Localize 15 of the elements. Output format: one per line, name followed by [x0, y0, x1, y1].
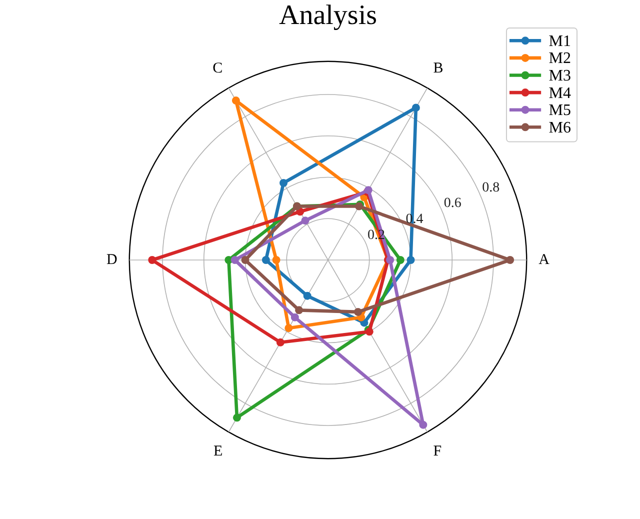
spoke-label: D [106, 252, 118, 268]
spoke-label: E [214, 443, 223, 460]
spoke-label: F [433, 443, 442, 460]
legend-label: M6 [548, 119, 572, 136]
y-tick-label: 0.6 [444, 196, 462, 212]
legend-label: M2 [548, 50, 572, 68]
spoke-label: A [538, 252, 550, 268]
legend-label: M4 [548, 84, 572, 102]
legend-label: M1 [548, 32, 572, 50]
legend-label: M5 [548, 102, 572, 120]
chart-title: Analysis [279, 0, 377, 32]
spoke-label: C [212, 60, 223, 77]
spoke-label: B [433, 60, 444, 77]
y-tick-label: 0.8 [482, 180, 500, 196]
legend-label: M3 [548, 67, 572, 84]
